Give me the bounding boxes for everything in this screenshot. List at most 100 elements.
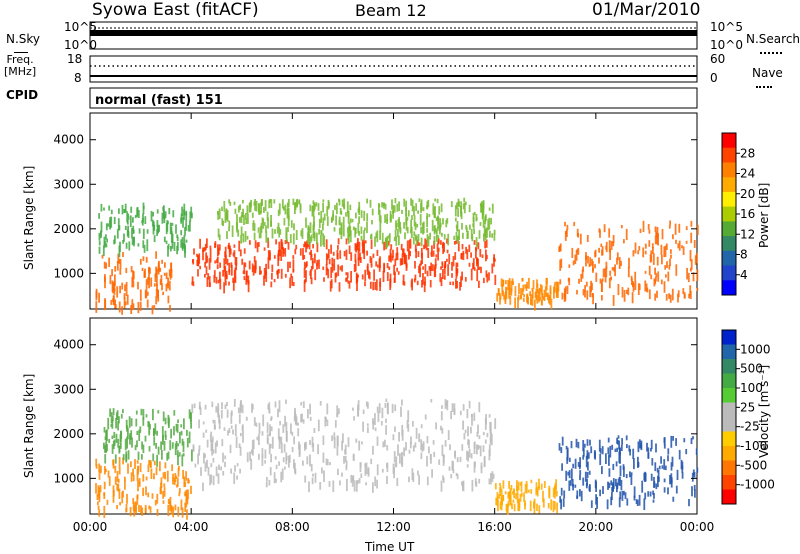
power-data-cell bbox=[493, 233, 496, 241]
power-data-cell bbox=[431, 264, 434, 272]
power-data-cell bbox=[443, 234, 446, 240]
power-data-cell bbox=[427, 248, 430, 258]
power-data-cell bbox=[538, 298, 540, 303]
freq-tick-bottom: 8 bbox=[74, 71, 82, 85]
power-data-cell bbox=[669, 258, 671, 267]
power-data-cell bbox=[291, 276, 294, 286]
velocity-data-cell bbox=[382, 441, 385, 448]
power-data-cell bbox=[605, 266, 608, 278]
power-data-cell bbox=[108, 257, 110, 267]
power-data-cell bbox=[508, 285, 511, 295]
power-panel bbox=[89, 112, 699, 315]
power-data-cell bbox=[429, 279, 432, 288]
velocity-data-cell bbox=[246, 452, 249, 463]
velocity-data-cell bbox=[451, 464, 454, 469]
velocity-data-cell bbox=[162, 435, 164, 441]
power-data-cell bbox=[252, 220, 255, 225]
velocity-data-cell bbox=[615, 478, 617, 487]
power-data-cell bbox=[379, 230, 381, 240]
velocity-data-cell bbox=[582, 440, 585, 452]
power-data-cell bbox=[364, 240, 367, 244]
velocity-data-cell bbox=[279, 421, 281, 426]
power-data-cell bbox=[312, 224, 315, 235]
velocity-data-cell bbox=[174, 443, 177, 456]
velocity-data-cell bbox=[552, 500, 555, 513]
velocity-data-cell bbox=[430, 399, 433, 403]
velocity-data-cell bbox=[261, 454, 264, 466]
power-data-cell bbox=[494, 274, 497, 285]
velocity-colorbar-tick-label: 500 bbox=[740, 362, 763, 376]
power-data-cell bbox=[568, 278, 571, 286]
power-data-cell bbox=[228, 245, 231, 252]
power-data-cell bbox=[439, 224, 441, 235]
power-data-cell bbox=[605, 261, 608, 270]
velocity-data-cell bbox=[477, 444, 480, 450]
power-data-cell bbox=[491, 263, 494, 274]
velocity-data-cell bbox=[560, 499, 562, 510]
velocity-data-cell bbox=[520, 492, 523, 497]
power-data-cell bbox=[544, 286, 547, 297]
power-data-cell bbox=[331, 263, 334, 273]
velocity-data-cell bbox=[485, 414, 487, 425]
velocity-data-cell bbox=[466, 450, 468, 460]
power-data-cell bbox=[656, 226, 659, 238]
velocity-data-cell bbox=[125, 503, 128, 512]
velocity-data-cell bbox=[273, 472, 276, 484]
power-data-cell bbox=[326, 267, 329, 271]
velocity-colorbar-swatch bbox=[722, 446, 736, 461]
velocity-data-cell bbox=[480, 466, 483, 474]
power-data-cell bbox=[395, 223, 398, 231]
velocity-data-cell bbox=[562, 498, 565, 507]
power-data-cell bbox=[375, 232, 378, 239]
velocity-data-cell bbox=[118, 416, 120, 424]
velocity-data-cell bbox=[213, 420, 216, 430]
power-data-cell bbox=[292, 255, 295, 260]
power-data-cell bbox=[455, 278, 457, 289]
velocity-panel bbox=[89, 317, 699, 520]
velocity-data-cell bbox=[352, 454, 355, 461]
power-data-cell bbox=[454, 205, 457, 217]
power-data-cell bbox=[608, 277, 611, 289]
power-colorbar-tick-label: 12 bbox=[740, 227, 755, 241]
power-data-cell bbox=[156, 220, 159, 227]
power-data-cell bbox=[440, 240, 442, 245]
power-data-cell bbox=[349, 226, 352, 236]
power-data-cell bbox=[677, 293, 679, 303]
power-data-cell bbox=[621, 287, 624, 298]
velocity-data-cell bbox=[384, 439, 386, 447]
velocity-data-cell bbox=[338, 408, 340, 415]
velocity-data-cell bbox=[396, 477, 399, 487]
power-data-cell bbox=[185, 222, 187, 231]
velocity-data-cell bbox=[693, 472, 696, 478]
velocity-data-cell bbox=[470, 426, 472, 434]
velocity-data-cell bbox=[376, 436, 379, 446]
velocity-data-cell bbox=[542, 490, 544, 502]
power-data-cell bbox=[563, 294, 566, 302]
power-data-cell bbox=[465, 225, 468, 230]
power-data-cell bbox=[327, 249, 330, 259]
power-data-cell bbox=[485, 239, 488, 248]
velocity-data-cell bbox=[650, 448, 652, 452]
velocity-data-cell bbox=[543, 481, 546, 488]
velocity-data-cell bbox=[667, 487, 669, 495]
power-data-cell bbox=[147, 277, 149, 285]
power-data-cell bbox=[435, 254, 438, 258]
power-data-cell bbox=[666, 261, 668, 268]
velocity-data-cell bbox=[310, 463, 313, 472]
velocity-data-cell bbox=[601, 466, 603, 475]
velocity-data-cell bbox=[106, 499, 109, 505]
velocity-data-cell bbox=[536, 503, 538, 511]
power-data-cell bbox=[183, 243, 186, 249]
velocity-data-cell bbox=[692, 436, 694, 440]
power-data-cell bbox=[287, 261, 289, 273]
velocity-data-cell bbox=[462, 481, 464, 491]
power-data-cell bbox=[376, 249, 379, 256]
velocity-data-cell bbox=[670, 473, 673, 484]
velocity-data-cell bbox=[499, 482, 501, 486]
power-data-cell bbox=[165, 223, 168, 235]
power-data-cell bbox=[157, 226, 159, 234]
power-data-cell bbox=[440, 203, 443, 213]
power-data-cell bbox=[441, 262, 444, 269]
power-data-cell bbox=[486, 254, 488, 260]
